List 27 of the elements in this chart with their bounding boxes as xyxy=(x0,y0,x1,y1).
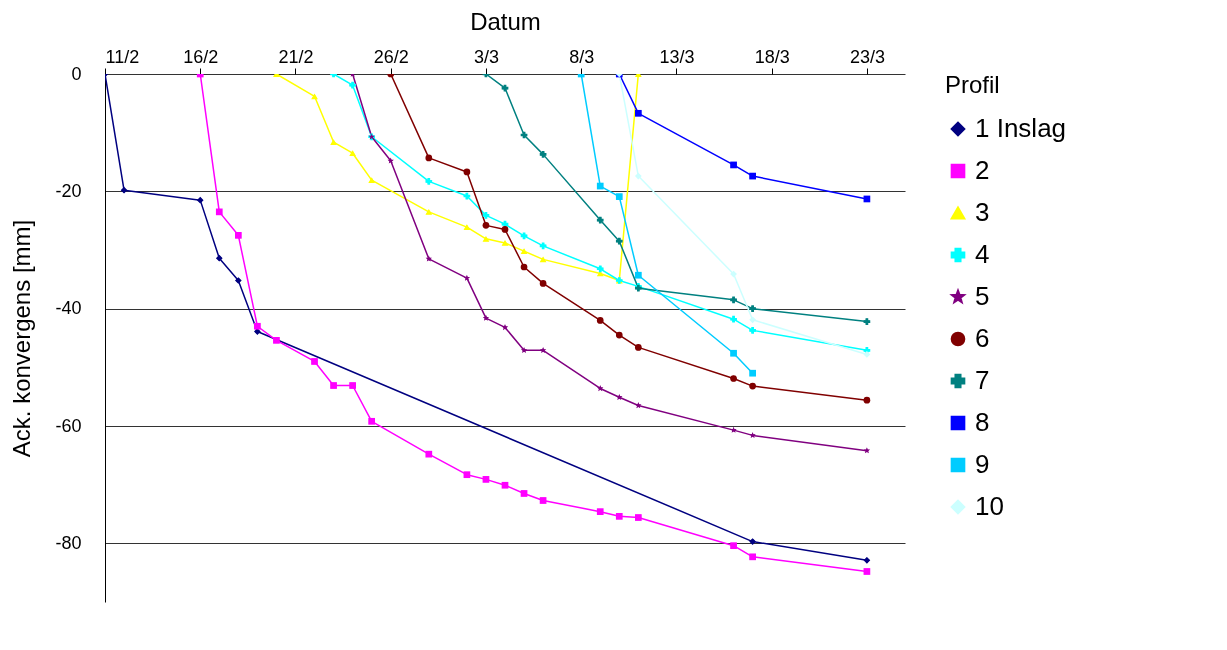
y-tick-label: -80 xyxy=(55,532,82,553)
y-tick-label: -40 xyxy=(55,298,82,319)
x-tick-label: 18/3 xyxy=(754,46,790,67)
x-tick-label: 11/2 xyxy=(105,46,140,67)
legend-label: 7 xyxy=(975,365,990,395)
x-axis-title: Datum xyxy=(470,7,541,35)
x-tick-label: 23/3 xyxy=(849,46,885,67)
x-tick-label: 13/3 xyxy=(659,46,695,67)
legend-label: 10 xyxy=(975,491,1004,521)
legend-label: 8 xyxy=(975,407,990,437)
legend-label: 4 xyxy=(975,239,990,269)
legend-label: 6 xyxy=(975,323,990,353)
legend-title: Profil xyxy=(945,71,1000,98)
y-tick-label: -60 xyxy=(55,415,82,436)
y-tick-label: 0 xyxy=(71,63,82,84)
legend-label: 1 Inslag xyxy=(975,113,1067,143)
x-tick-label: 16/2 xyxy=(183,46,219,67)
legend-label: 9 xyxy=(975,449,990,479)
x-tick-label: 21/2 xyxy=(278,46,314,67)
x-tick-label: 8/3 xyxy=(569,46,595,67)
x-tick-label: 26/2 xyxy=(373,46,409,67)
x-tick-label: 3/3 xyxy=(473,46,499,67)
y-tick-label: -20 xyxy=(55,180,82,201)
legend-label: 2 xyxy=(975,155,990,185)
y-axis-title: Ack. konvergens [mm] xyxy=(8,219,36,458)
legend-label: 3 xyxy=(975,197,990,227)
legend-label: 5 xyxy=(975,281,990,311)
